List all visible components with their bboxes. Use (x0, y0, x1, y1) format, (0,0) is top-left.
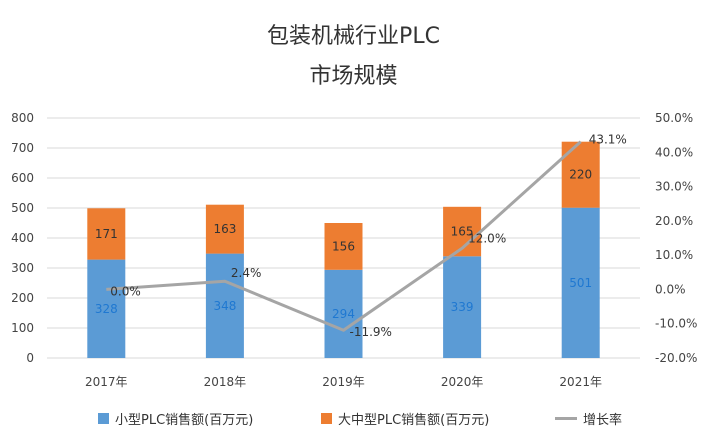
y-tick-label: 300 (11, 261, 34, 275)
bar-small (87, 259, 126, 358)
bar-small-label: 348 (213, 299, 236, 313)
legend-item-growth: 增长率 (555, 409, 622, 428)
y2-tick-label: 0.0% (655, 282, 686, 296)
y-tick-label: 800 (11, 111, 34, 125)
bar-large-label: 220 (569, 168, 592, 182)
growth-label: 2.4% (231, 266, 262, 280)
chart-title-line1: 包装机械行业PLC (267, 24, 440, 49)
y2-tick-label: -10.0% (655, 317, 697, 331)
y-tick-label: 600 (11, 171, 34, 185)
x-tick-label: 2019年 (322, 375, 365, 389)
bar-small-label: 501 (569, 276, 592, 290)
y-tick-label: 400 (11, 231, 34, 245)
bar-large-label: 165 (451, 225, 474, 239)
growth-label: 0.0% (110, 284, 141, 298)
growth-label: 43.1% (589, 133, 627, 147)
y2-tick-label: 40.0% (655, 145, 693, 159)
y-tick-label: 500 (11, 201, 34, 215)
legend-swatch-growth (555, 417, 577, 420)
x-tick-label: 2017年 (85, 375, 128, 389)
y-tick-label: 100 (11, 321, 34, 335)
y2-tick-label: -20.0% (655, 351, 697, 365)
legend-label-small: 小型PLC销售额(百万元) (115, 413, 254, 428)
legend-label-growth: 增长率 (583, 413, 623, 428)
bar-large-label: 156 (332, 239, 355, 253)
y-tick-label: 700 (11, 141, 34, 155)
bar-large (205, 204, 244, 254)
bar-large-label: 171 (95, 227, 118, 241)
chart-title-line2: 市场规模 (309, 64, 398, 89)
bar-small (205, 253, 244, 358)
y-tick-label: 200 (11, 291, 34, 305)
legend-label-large: 大中型PLC销售额(百万元) (338, 413, 490, 428)
growth-label: 12.0% (468, 231, 506, 245)
x-tick-label: 2018年 (204, 375, 247, 389)
bar-small (443, 256, 482, 358)
bar-small-label: 328 (95, 302, 118, 316)
growth-label: -11.9% (350, 325, 392, 339)
x-tick-label: 2021年 (559, 375, 602, 389)
legend-swatch-large (321, 413, 332, 424)
y2-tick-label: 30.0% (655, 180, 693, 194)
y2-tick-label: 20.0% (655, 214, 693, 228)
bar-large-label: 163 (213, 222, 236, 236)
legend-swatch-small (98, 413, 109, 424)
x-tick-label: 2020年 (441, 375, 484, 389)
bar-large (87, 208, 126, 260)
y-tick-label: 0 (26, 351, 34, 365)
legend-item-large: 大中型PLC销售额(百万元) (321, 409, 489, 428)
bar-small-label: 294 (332, 307, 355, 321)
y2-tick-label: 50.0% (655, 111, 693, 125)
y2-tick-label: 10.0% (655, 248, 693, 262)
bar-large (324, 223, 363, 270)
bar-small (561, 207, 600, 358)
bar-small (324, 269, 363, 358)
legend-item-small: 小型PLC销售额(百万元) (98, 409, 253, 428)
bar-small-label: 339 (451, 300, 474, 314)
legend: 小型PLC销售额(百万元) 大中型PLC销售额(百万元) 增长率 (0, 409, 707, 433)
